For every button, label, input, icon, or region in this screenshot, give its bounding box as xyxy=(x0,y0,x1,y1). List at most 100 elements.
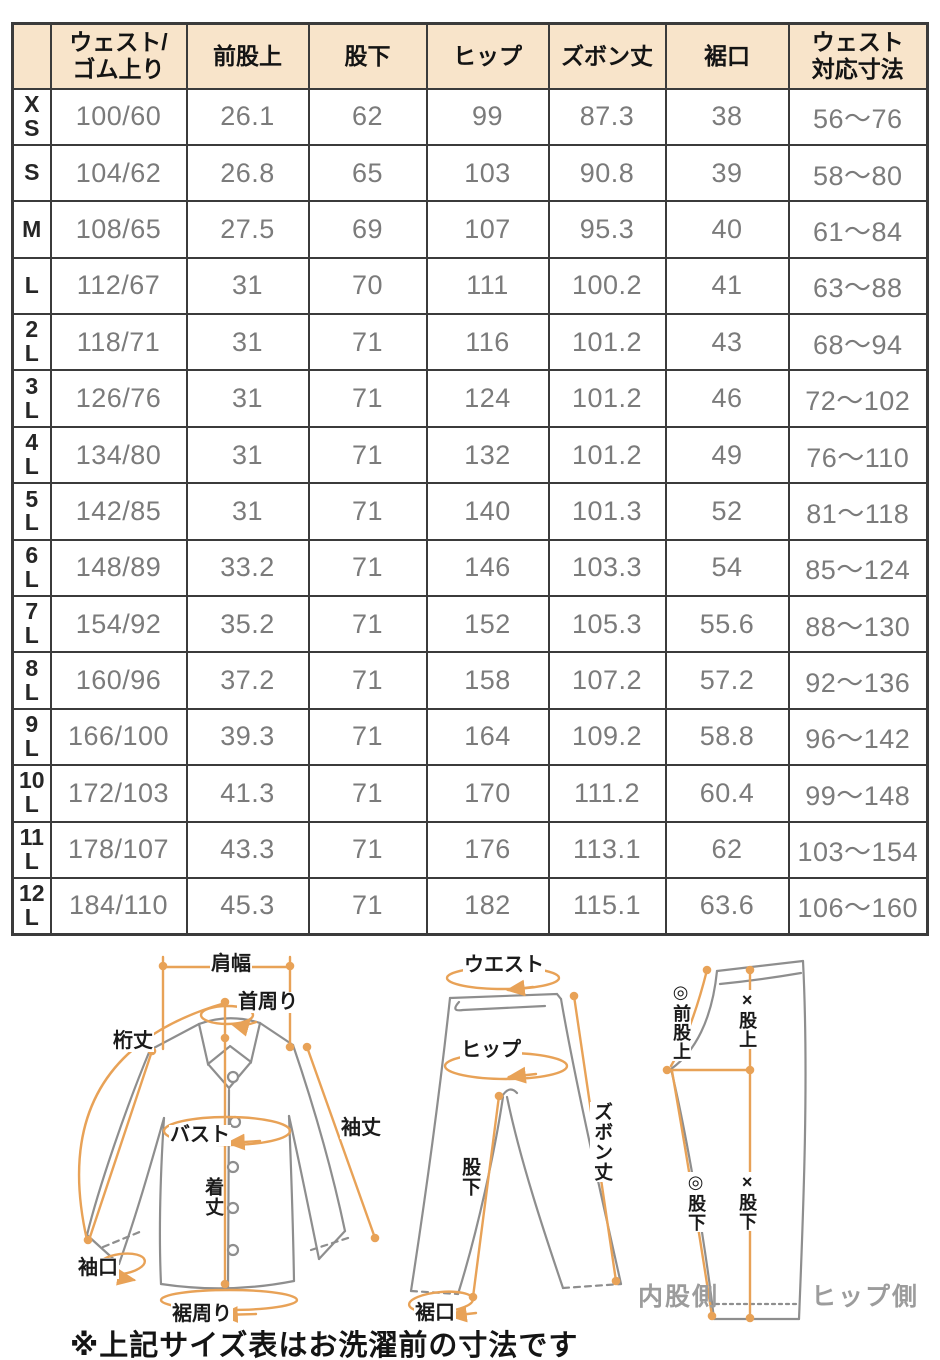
size-value-cell: 71 xyxy=(307,595,428,654)
size-label: 2 L xyxy=(11,313,52,372)
column-header: ヒップ xyxy=(425,22,550,90)
size-value-cell: 132 xyxy=(425,425,550,485)
inseam-inner-label: ◎股下 xyxy=(685,1172,707,1232)
size-value-cell: 26.1 xyxy=(185,87,310,146)
size-value-cell: 72〜102 xyxy=(787,369,929,428)
size-value-cell: 106〜160 xyxy=(787,876,929,936)
size-value-cell: 107 xyxy=(425,200,550,259)
inseam-side-label: ×股下 xyxy=(736,1172,758,1231)
size-value-cell: 109.2 xyxy=(547,707,667,767)
size-value-cell: 134/80 xyxy=(49,425,188,485)
size-value-cell: 112/67 xyxy=(49,256,188,316)
table-row: 4 L 134/80 31 71 132 101.2 49 76〜110 xyxy=(11,425,929,485)
size-value-cell: 115.1 xyxy=(547,876,667,936)
size-table-body: X S 100/60 26.1 62 99 87.3 38 56〜76 S 104/62 26.8 6… xyxy=(11,87,929,936)
size-value-cell: 118/71 xyxy=(49,313,188,372)
size-value-cell: 92〜136 xyxy=(787,651,929,710)
table-row: 8 L 160/96 37.2 71 158 107.2 57.2 92〜136 xyxy=(11,651,929,710)
size-value-cell: 46 xyxy=(664,369,790,428)
sleeve-length-label: 袖丈 xyxy=(340,1117,382,1140)
size-value-cell: 113.1 xyxy=(547,820,667,879)
size-value-cell: 152 xyxy=(425,595,550,654)
size-value-cell: 111.2 xyxy=(547,764,667,823)
size-value-cell: 71 xyxy=(307,651,428,710)
size-value-cell: 87.3 xyxy=(547,87,667,146)
size-label: 6 L xyxy=(11,538,52,598)
shirt-cuff-label: 袖口 xyxy=(77,1257,119,1280)
size-value-cell: 39.3 xyxy=(185,707,310,767)
table-row: 11 L 178/107 43.3 71 176 113.1 62 103〜154 xyxy=(11,820,929,879)
hip-label: ヒップ xyxy=(460,1039,522,1062)
size-value-cell: 76〜110 xyxy=(787,425,929,485)
column-header: 裾口 xyxy=(664,22,790,90)
body-length-label: 着丈 xyxy=(201,1177,224,1217)
pants-front-drawing xyxy=(409,992,623,1296)
size-value-cell: 71 xyxy=(307,482,428,541)
size-value-cell: 65 xyxy=(307,143,428,203)
size-value-cell: 176 xyxy=(425,820,550,879)
size-table-header-row: ウェスト/ ゴム上り 前股上 股下 ヒップ ズボン丈 裾口 ウェスト 対応寸法 xyxy=(11,22,929,90)
pants-hem-label: 裾口 xyxy=(414,1302,456,1325)
size-value-cell: 62 xyxy=(664,820,790,879)
size-value-cell: 57.2 xyxy=(664,651,790,710)
size-value-cell: 71 xyxy=(307,313,428,372)
size-value-cell: 31 xyxy=(185,369,310,428)
size-label: M xyxy=(11,200,52,259)
shoulder-width-label: 肩幅 xyxy=(210,953,252,976)
size-value-cell: 38 xyxy=(664,87,790,146)
size-value-cell: 40 xyxy=(664,200,790,259)
size-value-cell: 107.2 xyxy=(547,651,667,710)
size-value-cell: 63.6 xyxy=(664,876,790,936)
size-value-cell: 142/85 xyxy=(49,482,188,541)
size-value-cell: 101.2 xyxy=(547,313,667,372)
hip-side-label: ヒップ側 xyxy=(811,1283,920,1311)
size-value-cell: 124 xyxy=(425,369,550,428)
size-value-cell: 71 xyxy=(307,369,428,428)
size-value-cell: 140 xyxy=(425,482,550,541)
table-row: S 104/62 26.8 65 103 90.8 39 58〜80 xyxy=(11,143,929,203)
size-value-cell: 45.3 xyxy=(185,876,310,936)
size-value-cell: 105.3 xyxy=(547,595,667,654)
table-row: L 112/67 31 70 111 100.2 41 63〜88 xyxy=(11,256,929,316)
table-row: 5 L 142/85 31 71 140 101.3 52 81〜118 xyxy=(11,482,929,541)
table-row: 2 L 118/71 31 71 116 101.2 43 68〜94 xyxy=(11,313,929,372)
size-value-cell: 60.4 xyxy=(664,764,790,823)
size-value-cell: 55.6 xyxy=(664,595,790,654)
size-value-cell: 103 xyxy=(425,143,550,203)
size-value-cell: 56〜76 xyxy=(787,87,929,146)
size-value-cell: 154/92 xyxy=(49,595,188,654)
measurement-dots xyxy=(83,961,755,1323)
size-value-cell: 126/76 xyxy=(49,369,188,428)
hem-round-label: 裾周り xyxy=(171,1303,233,1326)
size-value-cell: 35.2 xyxy=(185,595,310,654)
size-value-cell: 31 xyxy=(185,425,310,485)
size-value-cell: 100.2 xyxy=(547,256,667,316)
size-value-cell: 69 xyxy=(307,200,428,259)
size-value-cell: 81〜118 xyxy=(787,482,929,541)
size-value-cell: 160/96 xyxy=(49,651,188,710)
size-value-cell: 71 xyxy=(307,876,428,936)
size-value-cell: 104/62 xyxy=(49,143,188,203)
rise-label: ×股上 xyxy=(736,990,758,1049)
size-value-cell: 182 xyxy=(425,876,550,936)
size-label: 12 L xyxy=(11,876,52,936)
size-value-cell: 61〜84 xyxy=(787,200,929,259)
size-value-cell: 184/110 xyxy=(49,876,188,936)
column-header xyxy=(11,22,52,90)
size-value-cell: 96〜142 xyxy=(787,707,929,767)
size-table: ウェスト/ ゴム上り 前股上 股下 ヒップ ズボン丈 裾口 ウェスト 対応寸法 X S 100… xyxy=(11,22,929,936)
size-value-cell: 27.5 xyxy=(185,200,310,259)
size-value-cell: 95.3 xyxy=(547,200,667,259)
size-value-cell: 49 xyxy=(664,425,790,485)
table-row: 9 L 166/100 39.3 71 164 109.2 58.8 96〜142 xyxy=(11,707,929,767)
size-value-cell: 58〜80 xyxy=(787,143,929,203)
table-row: X S 100/60 26.1 62 99 87.3 38 56〜76 xyxy=(11,87,929,146)
size-label: 7 L xyxy=(11,595,52,654)
column-header: ズボン丈 xyxy=(547,22,667,90)
size-value-cell: 54 xyxy=(664,538,790,598)
size-label: 3 L xyxy=(11,369,52,428)
size-value-cell: 31 xyxy=(185,482,310,541)
table-row: M 108/65 27.5 69 107 95.3 40 61〜84 xyxy=(11,200,929,259)
